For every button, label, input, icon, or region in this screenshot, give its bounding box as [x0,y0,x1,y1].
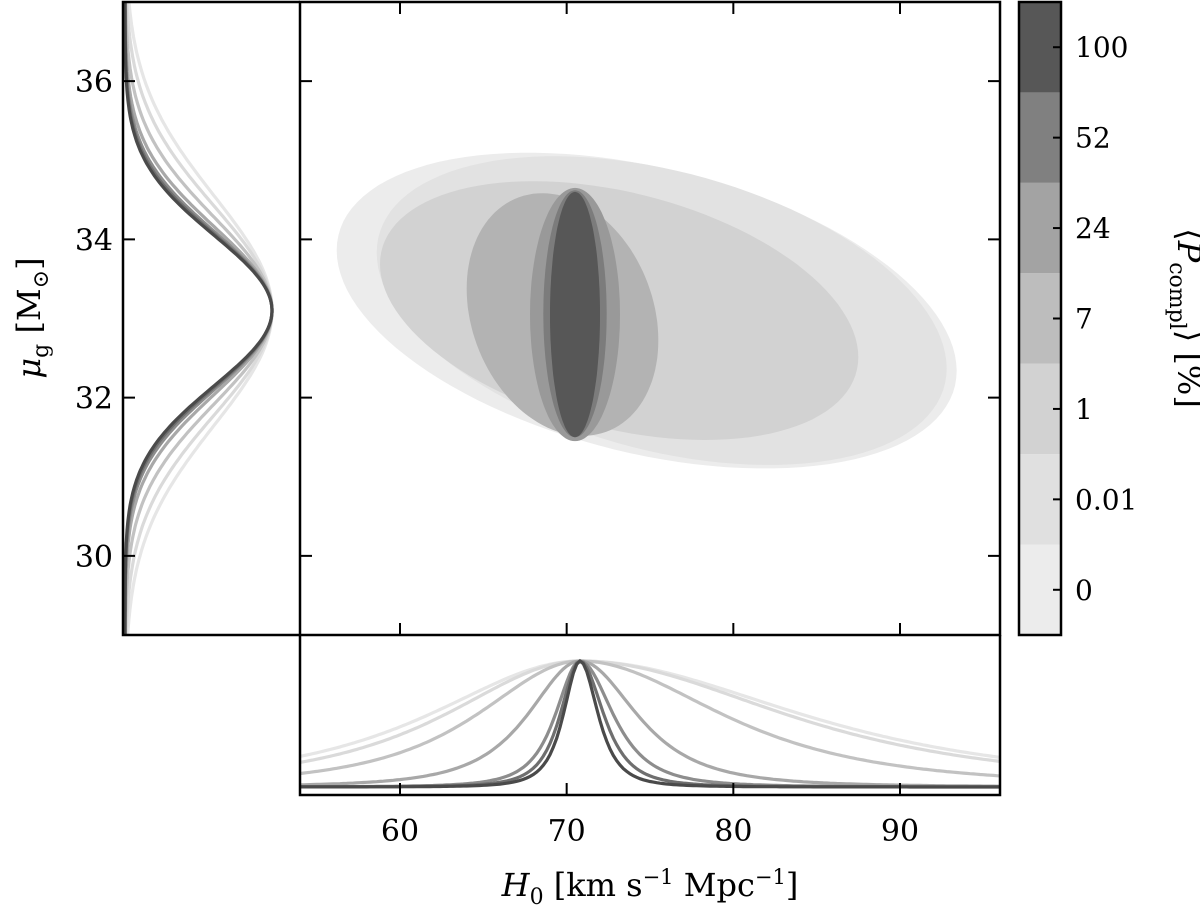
h0-marginal-curve-100 [300,658,1000,789]
mu-marginal-curve-0-01 [124,2,274,635]
mu-marginal-curve-1 [123,2,274,635]
h0-marginal-curve-0-01 [300,659,1000,764]
h0-tick-label: 80 [714,814,752,849]
h0-axis-title: H0 [km s−1 Mpc−1] [501,865,799,910]
mu-tick-label: 30 [75,540,113,575]
contour-layer [336,152,957,469]
h0-panel-frame [298,635,1002,797]
mu-axis: 30 32 34 36 [75,0,300,637]
mu-marginal-curve-52 [123,2,274,635]
mu-marginal-curve-7 [123,2,274,635]
h0-tick-label: 70 [548,814,586,849]
h0-axis: 60 70 80 90 [298,635,1002,849]
mu-marginal-curve-24 [123,2,274,635]
colorbar-label: 0 [1075,574,1093,607]
h0-tick-label: 60 [381,814,419,849]
mu-tick-label: 34 [75,223,113,258]
mu-marginal-curves [123,2,274,635]
h0-marginal-panel: 60 70 80 90 H0 [km s−1 Mpc−1] [298,635,1002,910]
mu-marginal-panel: 30 32 34 36 μg [M⊙] [10,0,300,637]
mu-tick-label: 32 [75,382,113,417]
main-ticks [300,2,1000,635]
colorbar-title: ⟨Pcompl⟩ [%] [1164,228,1200,408]
mu-axis-title: μg [M⊙] [10,257,54,378]
mu-tick-label: 36 [75,65,113,100]
main-panel [298,0,1002,637]
colorbar-label: 0.01 [1075,483,1137,516]
colorbar-label: 24 [1075,212,1111,245]
colorbar-labels: 0 0.01 1 7 24 52 100 [1053,31,1137,607]
mu-panel-frame [121,0,300,637]
main-panel-frame [298,0,1002,637]
colorbar-label: 52 [1075,122,1111,155]
colorbar-label: 7 [1075,303,1093,336]
colorbar-label: 100 [1075,31,1128,64]
colorbar-label: 1 [1075,393,1093,426]
mu-marginal-curve-0 [126,2,274,635]
h0-marginal-curve-1 [300,659,1000,778]
h0-marginal-curves [300,658,1000,789]
contour-level-100 [550,191,600,438]
colorbar: 0 0.01 1 7 24 52 100 ⟨Pcompl⟩ [%] [1017,0,1200,637]
h0-tick-label: 90 [881,814,919,849]
mu-marginal-curve-100 [123,2,274,635]
h0-marginal-curve-7 [300,659,1000,788]
